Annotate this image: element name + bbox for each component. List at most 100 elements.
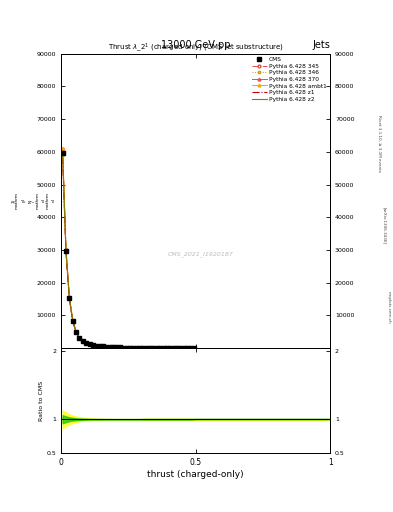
Pythia 6.428 345 <box>60 146 65 153</box>
Text: CMS_2021_I1920187: CMS_2021_I1920187 <box>168 251 234 257</box>
Pythia 6.428 370 <box>171 345 176 351</box>
Pythia 6.428 z2 <box>134 345 139 351</box>
Pythia 6.428 370 <box>165 345 169 351</box>
Pythia 6.428 370 <box>131 345 136 351</box>
Pythia 6.428 ambt1 <box>158 345 163 351</box>
Pythia 6.428 z1 <box>64 250 68 256</box>
Pythia 6.428 ambt1 <box>185 345 189 351</box>
Pythia 6.428 z2 <box>185 345 189 351</box>
Pythia 6.428 ambt1 <box>134 345 139 351</box>
Pythia 6.428 z1 <box>94 343 99 349</box>
Pythia 6.428 345 <box>171 345 176 351</box>
Pythia 6.428 ambt1 <box>94 343 99 349</box>
Pythia 6.428 346 <box>84 340 88 346</box>
Pythia 6.428 ambt1 <box>81 338 85 344</box>
Pythia 6.428 z2 <box>94 343 99 349</box>
Pythia 6.428 ambt1 <box>124 345 129 351</box>
Pythia 6.428 345 <box>185 345 189 351</box>
Pythia 6.428 z1 <box>134 345 139 351</box>
Y-axis label: 1/
mathrm
 
d
²
N
/
mathrm
 
d
mathrm
 
d: 1/ mathrm d ² N / mathrm d mathrm d <box>11 193 56 209</box>
Pythia 6.428 z2 <box>191 345 196 351</box>
Pythia 6.428 345 <box>154 345 159 351</box>
Line: Pythia 6.428 345: Pythia 6.428 345 <box>61 148 195 349</box>
Pythia 6.428 345 <box>90 342 95 348</box>
Pythia 6.428 346 <box>185 345 189 351</box>
Pythia 6.428 345 <box>94 343 99 349</box>
Pythia 6.428 z1 <box>158 345 163 351</box>
Pythia 6.428 370 <box>101 344 105 350</box>
Pythia 6.428 z1 <box>74 329 79 335</box>
Pythia 6.428 370 <box>182 345 186 351</box>
Pythia 6.428 370 <box>118 345 122 351</box>
Pythia 6.428 ambt1 <box>90 342 95 348</box>
Pythia 6.428 370 <box>128 345 132 351</box>
Pythia 6.428 346 <box>90 342 95 348</box>
Pythia 6.428 345 <box>107 344 112 350</box>
Pythia 6.428 z2 <box>138 345 142 351</box>
Pythia 6.428 370 <box>60 148 65 155</box>
Pythia 6.428 345 <box>174 345 179 351</box>
Pythia 6.428 z1 <box>131 345 136 351</box>
Pythia 6.428 z2 <box>144 345 149 351</box>
Pythia 6.428 z2 <box>81 338 85 344</box>
Pythia 6.428 346 <box>138 345 142 351</box>
Pythia 6.428 345 <box>144 345 149 351</box>
Pythia 6.428 370 <box>111 344 116 350</box>
Pythia 6.428 z1 <box>144 345 149 351</box>
Line: Pythia 6.428 346: Pythia 6.428 346 <box>61 154 195 349</box>
Pythia 6.428 370 <box>188 345 193 351</box>
Pythia 6.428 z1 <box>171 345 176 351</box>
Pythia 6.428 346 <box>81 338 85 345</box>
Pythia 6.428 346 <box>74 329 79 335</box>
Pythia 6.428 ambt1 <box>70 317 75 323</box>
Pythia 6.428 ambt1 <box>74 329 79 335</box>
Pythia 6.428 345 <box>118 345 122 351</box>
Pythia 6.428 z2 <box>148 345 152 351</box>
Pythia 6.428 z1 <box>67 295 72 302</box>
Pythia 6.428 ambt1 <box>101 344 105 350</box>
Pythia 6.428 346 <box>151 345 156 351</box>
Pythia 6.428 370 <box>114 344 119 350</box>
Pythia 6.428 ambt1 <box>118 344 122 350</box>
Pythia 6.428 ambt1 <box>144 345 149 351</box>
Pythia 6.428 z1 <box>87 342 92 348</box>
Pythia 6.428 z1 <box>165 345 169 351</box>
Pythia 6.428 z2 <box>77 335 82 341</box>
Pythia 6.428 370 <box>174 345 179 351</box>
Pythia 6.428 370 <box>158 345 163 351</box>
Pythia 6.428 ambt1 <box>141 345 146 351</box>
Pythia 6.428 z1 <box>118 345 122 351</box>
Pythia 6.428 z1 <box>151 345 156 351</box>
Pythia 6.428 345 <box>97 343 102 349</box>
Pythia 6.428 ambt1 <box>107 344 112 350</box>
Pythia 6.428 z2 <box>165 345 169 351</box>
Pythia 6.428 z1 <box>185 345 189 351</box>
Pythia 6.428 370 <box>178 345 183 351</box>
Pythia 6.428 z2 <box>158 345 163 351</box>
Pythia 6.428 z2 <box>151 345 156 351</box>
Pythia 6.428 z1 <box>90 342 95 348</box>
Pythia 6.428 345 <box>161 345 166 351</box>
Pythia 6.428 345 <box>168 345 173 351</box>
Pythia 6.428 346 <box>178 345 183 351</box>
Pythia 6.428 ambt1 <box>138 345 142 351</box>
Pythia 6.428 370 <box>168 345 173 351</box>
Pythia 6.428 370 <box>191 345 196 351</box>
Pythia 6.428 z1 <box>182 345 186 351</box>
Pythia 6.428 345 <box>151 345 156 351</box>
Text: Jets: Jets <box>312 40 330 50</box>
Pythia 6.428 ambt1 <box>151 345 156 351</box>
Pythia 6.428 346 <box>64 249 68 255</box>
Pythia 6.428 346 <box>161 345 166 351</box>
Pythia 6.428 z2 <box>97 343 102 349</box>
Pythia 6.428 z2 <box>161 345 166 351</box>
Pythia 6.428 370 <box>64 247 68 253</box>
Pythia 6.428 370 <box>148 345 152 351</box>
Pythia 6.428 346 <box>124 345 129 351</box>
Pythia 6.428 370 <box>107 344 112 350</box>
Text: [arXiv:1306.3436]: [arXiv:1306.3436] <box>382 207 386 244</box>
Pythia 6.428 345 <box>138 345 142 351</box>
Pythia 6.428 z2 <box>171 345 176 351</box>
Pythia 6.428 z1 <box>114 344 119 350</box>
Pythia 6.428 ambt1 <box>191 345 196 351</box>
